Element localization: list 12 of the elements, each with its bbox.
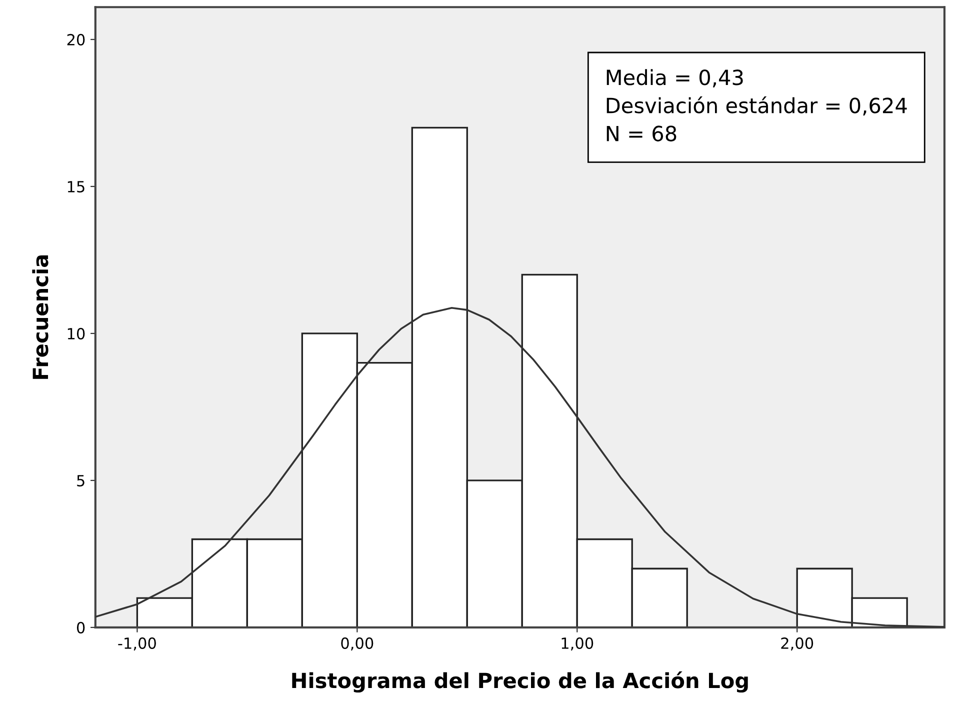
x-tick-label: -1,00 [118,637,156,651]
y-tick-label: 10 [68,328,85,340]
x-tick-label: 2,00 [781,637,814,651]
y-tick-label: 5 [77,475,84,486]
y-tick-label: 20 [67,34,85,46]
y-tick-label: 15 [68,181,84,192]
y-axis-title: Frecuencia [32,255,48,379]
y-tick-label: 0 [76,622,85,634]
x-tick-label: 0,00 [341,637,374,651]
annotation: Media = 0,43 Desviación estándar = 0,624 N = 68 [606,69,907,142]
x-tick-label: 1,00 [562,637,594,651]
x-axis-title: Histograma del Precio de la Acción Log [292,671,748,693]
